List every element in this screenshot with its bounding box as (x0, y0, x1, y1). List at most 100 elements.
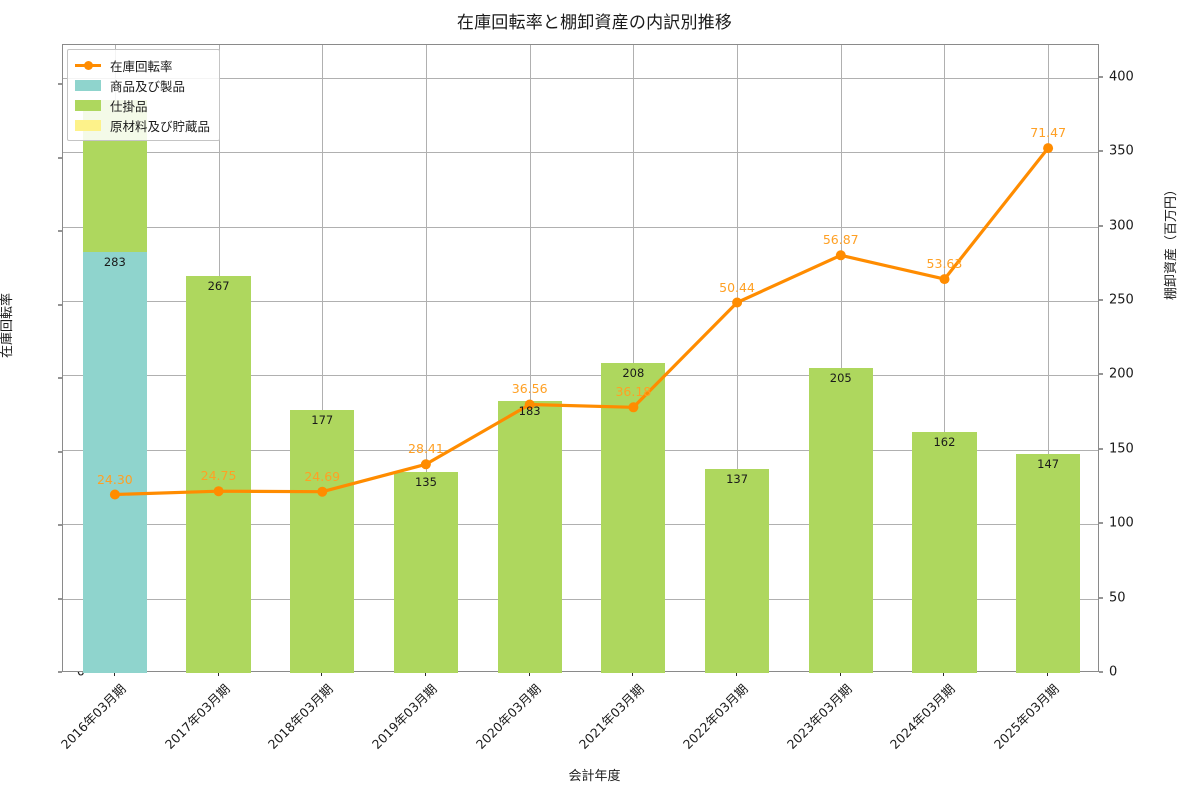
y-axis-left-tick-mark (58, 157, 62, 159)
gridline-horizontal (63, 449, 1098, 451)
bar-segment[interactable] (704, 469, 770, 673)
line-marker[interactable] (939, 274, 950, 285)
chart-legend: 在庫回転率商品及び製品 仕掛品 原材料及び貯蔵品 (67, 49, 221, 141)
x-axis-tick-mark (943, 672, 945, 676)
legend-item[interactable]: 在庫回転率 (75, 55, 210, 75)
bar-stack[interactable] (497, 45, 562, 673)
bar-segment[interactable] (497, 400, 562, 673)
gridline-vertical (1048, 45, 1049, 671)
bar-value-label: 135 (414, 475, 437, 490)
bar-segment[interactable] (82, 251, 147, 673)
line-marker[interactable] (317, 486, 328, 497)
y-axis-left-tick-mark (58, 83, 62, 85)
y-axis-right-tick-mark (1099, 522, 1103, 524)
x-axis-tick-label: 2019年03月期 (368, 681, 440, 752)
bar-stack[interactable] (186, 45, 251, 673)
bar-segment[interactable] (393, 472, 459, 673)
y-axis-right-tick-mark (1099, 225, 1103, 227)
x-axis-tick-mark (424, 672, 426, 676)
y-axis-left-tick-mark (58, 377, 62, 379)
line-value-label: 24.75 (200, 468, 237, 484)
y-axis-left-label: 在庫回転率 (0, 292, 15, 358)
gridline-horizontal (63, 598, 1098, 600)
line-value-label: 24.69 (304, 468, 341, 484)
y-axis-right-tick-mark (1099, 299, 1103, 301)
bar-value-label: 147 (1037, 457, 1060, 472)
y-axis-right-tick-label: 50 (1109, 590, 1126, 606)
y-axis-right-tick-mark (1099, 597, 1103, 599)
y-axis-right-tick-mark (1099, 448, 1103, 450)
legend-color-swatch (75, 99, 101, 111)
gridline-horizontal (63, 77, 1098, 79)
bar-segment[interactable] (808, 367, 873, 673)
bar-value-label: 177 (311, 412, 334, 427)
line-path (113, 146, 1050, 497)
line-value-label: 36.56 (511, 381, 548, 397)
line-marker[interactable] (109, 489, 120, 500)
line-marker[interactable] (628, 402, 639, 413)
y-axis-right-tick-label: 200 (1109, 366, 1134, 382)
legend-item-label: 商品及び製品 (110, 78, 186, 94)
bar-segment[interactable] (186, 275, 251, 673)
bar-stack[interactable] (912, 45, 977, 673)
gridline-vertical (633, 45, 634, 671)
bar-stack[interactable] (808, 45, 873, 673)
y-axis-left-tick-mark (58, 451, 62, 453)
x-axis-tick-mark (217, 672, 219, 676)
x-axis-tick-mark (528, 672, 530, 676)
legend-line-icon (75, 59, 101, 71)
bar-value-label: 267 (207, 278, 230, 293)
gridline-horizontal (63, 300, 1098, 302)
y-axis-right-tick-mark (1099, 76, 1103, 78)
line-value-label: 50.44 (719, 279, 755, 295)
bar-stack[interactable] (290, 45, 355, 673)
legend-item[interactable]: 仕掛品 (75, 95, 210, 115)
gridline-vertical (737, 45, 738, 671)
x-axis-tick-mark (736, 672, 738, 676)
x-axis-tick-label: 2025年03月期 (991, 681, 1062, 752)
x-axis-tick-label: 2021年03月期 (576, 681, 648, 752)
gridline-horizontal (63, 375, 1098, 377)
x-axis-tick-label: 2020年03月期 (472, 681, 544, 752)
bar-value-label: 183 (518, 403, 541, 418)
bar-stack[interactable] (601, 45, 666, 673)
legend-item[interactable]: 原材料及び貯蔵品 (75, 115, 210, 135)
y-axis-right-label: 棚卸資産（百万円） (1164, 182, 1179, 300)
y-axis-right-tick-label: 100 (1109, 515, 1134, 531)
bar-segment[interactable] (290, 409, 355, 673)
gridline-vertical (530, 45, 531, 671)
line-marker[interactable] (420, 459, 431, 470)
x-axis-label: 会計年度 (568, 769, 621, 784)
legend-item-label: 仕掛品 (110, 98, 148, 114)
x-axis-tick-mark (113, 672, 115, 676)
line-marker[interactable] (213, 486, 224, 497)
bar-segment[interactable] (912, 431, 977, 673)
y-axis-right-tick-mark (1099, 671, 1103, 673)
bar-value-label: 283 (103, 254, 126, 269)
line-marker[interactable] (732, 297, 743, 308)
line-marker[interactable] (1043, 143, 1054, 154)
gridline-vertical (944, 45, 945, 671)
line-marker[interactable] (835, 250, 846, 261)
legend-item-label: 在庫回転率 (110, 58, 173, 74)
y-axis-right-tick-label: 350 (1109, 143, 1134, 159)
x-axis-tick-label: 2022年03月期 (679, 681, 751, 752)
bar-stack[interactable] (704, 45, 770, 673)
gridline-horizontal (63, 152, 1098, 154)
y-axis-left-tick-mark (58, 598, 62, 600)
bar-stack[interactable] (393, 45, 459, 673)
line-marker[interactable] (524, 399, 535, 410)
line-value-label: 24.30 (96, 471, 133, 487)
legend-color-swatch (75, 79, 101, 91)
y-axis-right-tick-label: 250 (1109, 292, 1134, 308)
bar-stack[interactable] (1016, 45, 1081, 673)
bar-segment[interactable] (1016, 454, 1081, 673)
bar-value-label: 137 (726, 472, 749, 487)
line-value-label: 28.41 (408, 441, 444, 457)
bar-segment[interactable] (601, 363, 666, 673)
data-labels-layer: 283 267 177 135 183 208 137 205 162 147 24.30 24.75… (63, 45, 1098, 671)
legend-item[interactable]: 商品及び製品 (75, 75, 210, 95)
y-axis-right-tick-label: 300 (1109, 218, 1134, 234)
y-axis-left-tick-label: 0 (76, 664, 85, 680)
x-axis-tick-mark (839, 672, 841, 676)
